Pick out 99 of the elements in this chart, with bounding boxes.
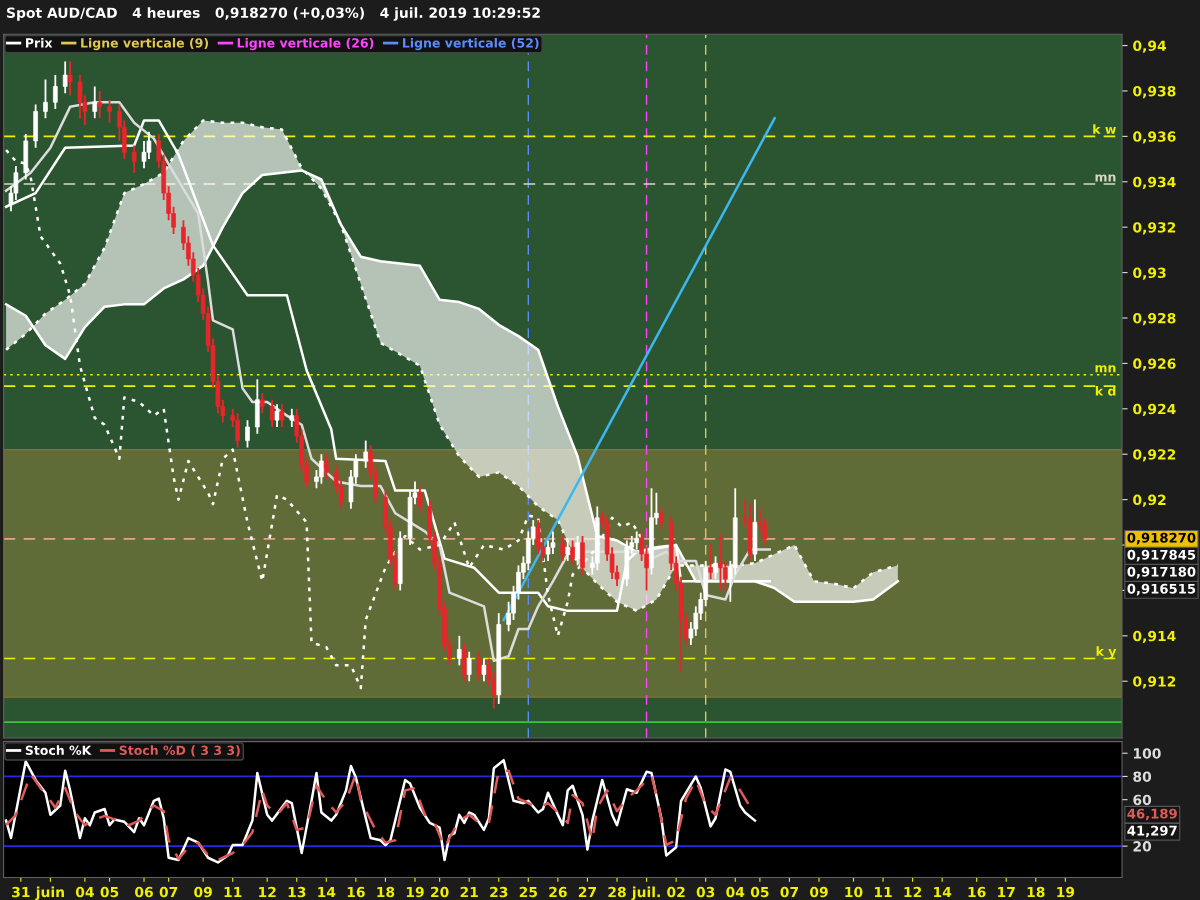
candlestick (279, 403, 285, 428)
candlestick (713, 555, 718, 580)
x-tick-label: 12 (904, 886, 922, 898)
x-tick-label: 18 (377, 886, 395, 898)
y-tick-label: 0,934 (1133, 176, 1176, 190)
candlestick (53, 74, 58, 111)
text: 46,189 (1127, 808, 1177, 821)
candlestick (259, 392, 265, 415)
ref-line-label: mn (1095, 174, 1116, 182)
candlestick (43, 78, 48, 120)
x-tick-label: 05 (750, 886, 769, 898)
ref-line-label: Ligne verticale (26) (237, 37, 374, 51)
ref-line-label: k w (1093, 124, 1116, 134)
text: 0,918270 (1127, 532, 1196, 545)
x-tick-label: 14 (934, 886, 952, 898)
candlestick (92, 85, 98, 120)
x-tick-label: 10 (845, 886, 863, 898)
x-tick-label: 12 (259, 886, 276, 898)
x-tick-label: 31 (12, 886, 30, 898)
ref-line-label: Ligne verticale (52) (402, 37, 539, 51)
y-tick-label: 60 (1133, 794, 1152, 806)
candlestick (245, 419, 250, 449)
x-tick-label: 25 (519, 886, 538, 898)
text: 0,917845 (1127, 549, 1196, 562)
ref-line-label: mn (1095, 365, 1116, 373)
x-tick-label: 09 (194, 886, 212, 898)
text: 41,297 (1127, 825, 1177, 838)
x-tick-label: 20 (431, 886, 449, 898)
x-tick-label: 16 (968, 886, 986, 898)
x-tick-label: 02 (667, 886, 685, 898)
text: 0,917180 (1127, 566, 1196, 579)
y-tick-label: 100 (1133, 748, 1161, 759)
candlestick (131, 144, 137, 174)
ref-line-label: Ligne verticale (9) (81, 37, 209, 51)
legend-label: Stoch %K (25, 745, 92, 756)
x-tick-label: 21 (460, 886, 478, 898)
candlestick (274, 403, 280, 428)
candlestick (466, 650, 472, 683)
candlestick (565, 539, 571, 562)
x-tick-label: 06 (135, 886, 153, 898)
x-tick-label: 05 (100, 886, 119, 898)
candlestick (708, 544, 713, 580)
x-tick-label: 23 (490, 886, 508, 898)
x-tick-label: 19 (406, 886, 424, 898)
candlestick (107, 99, 112, 124)
candlestick (457, 634, 462, 667)
candlestick (570, 539, 575, 567)
x-tick-label: 28 (608, 886, 626, 898)
y-tick-label: 0,936 (1133, 131, 1176, 144)
x-tick-label: 17 (998, 886, 1015, 898)
candlestick (575, 535, 580, 567)
candlestick (67, 60, 73, 97)
x-tick-label: 11 (224, 886, 242, 898)
candlestick (476, 650, 482, 683)
y-tick-label: 0,914 (1133, 630, 1176, 644)
x-tick-label: 11 (874, 886, 892, 898)
x-tick-label: 13 (288, 886, 306, 898)
y-tick-label: 80 (1133, 771, 1152, 782)
y-tick-label: 0,926 (1133, 358, 1176, 371)
x-tick-label: juin (35, 886, 64, 900)
candlestick (659, 505, 664, 531)
candlestick (323, 453, 329, 481)
candlestick (269, 398, 275, 428)
y-tick-label: 0,922 (1133, 449, 1176, 462)
x-tick-label: 14 (318, 886, 336, 898)
y-tick-label: 0,92 (1133, 494, 1166, 507)
legend-label: Stoch %D ( 3 3 3) (119, 745, 240, 757)
x-tick-label: 09 (810, 886, 828, 898)
x-tick-label: 07 (159, 886, 178, 898)
x-tick-label: 19 (1057, 886, 1075, 898)
legend-label: Prix (26, 37, 53, 48)
x-tick-label: 04 (75, 886, 94, 898)
y-tick-label: 0,928 (1133, 312, 1176, 326)
ref-line-label: k d (1095, 386, 1116, 396)
candlestick (62, 60, 68, 95)
ref-line-label: k y (1096, 646, 1117, 659)
text: 0,916515 (1127, 583, 1196, 596)
y-tick-label: 0,94 (1133, 40, 1167, 53)
y-tick-label: 20 (1133, 841, 1152, 852)
y-tick-label: 0,912 (1133, 676, 1176, 689)
candlestick (417, 485, 423, 515)
candlestick (289, 407, 295, 428)
x-tick-label: 16 (347, 886, 365, 898)
y-tick-label: 0,93 (1133, 267, 1166, 280)
candlestick (363, 439, 369, 469)
y-tick-label: 0,938 (1133, 85, 1176, 99)
x-tick-label: 04 (726, 886, 745, 898)
candlestick (560, 535, 566, 562)
candlestick (481, 657, 487, 683)
candlestick (97, 90, 102, 120)
x-tick-label: 03 (696, 886, 715, 898)
x-tick-label: juil. (631, 886, 660, 900)
x-tick-label: 18 (1027, 886, 1045, 898)
x-tick-label: 27 (578, 886, 596, 898)
y-tick-label: 0,932 (1133, 222, 1176, 235)
x-tick-label: 07 (780, 886, 798, 898)
x-tick-label: 26 (549, 886, 567, 898)
y-tick-label: 0,924 (1133, 403, 1176, 417)
chart-title: Spot AUD/CAD 4 heures 0,918270 (+0,03%) 4 juil. 2019 10:29:52 (7, 7, 540, 21)
